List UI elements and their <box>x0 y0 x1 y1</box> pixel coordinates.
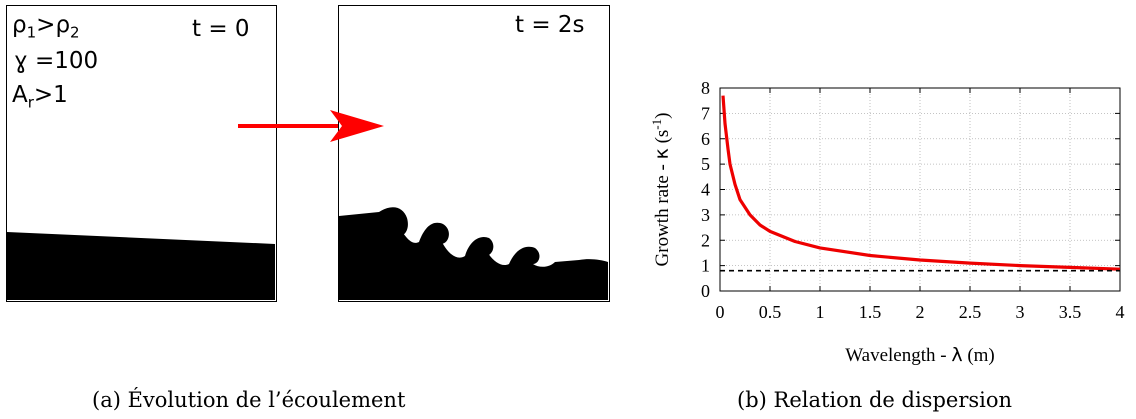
panel-t2 <box>338 5 610 302</box>
x-tick-label: 0.5 <box>759 302 782 322</box>
fluid-layer-t0 <box>7 232 275 300</box>
x-tick-label: 3.5 <box>1059 302 1082 322</box>
chart-ticks: 0 0.5 1 1.5 2 2.5 3 3.5 4 0 1 2 3 4 5 6 7 8 <box>701 78 1125 322</box>
heavy-fluid-t0 <box>7 232 275 300</box>
gamma-label: ɣ =100 <box>14 48 99 74</box>
y-tick-label: 0 <box>701 281 710 301</box>
atwood-label: Ar>1 <box>12 82 68 112</box>
x-tick-label: 4 <box>1116 302 1125 322</box>
chart-series <box>720 95 1121 272</box>
dispersion-chart: 0 0.5 1 1.5 2 2.5 3 3.5 4 0 1 2 3 4 5 6 7 8 Wavelength - … <box>649 78 1125 366</box>
density-label: ρ1>ρ2 <box>12 12 80 42</box>
y-tick-label: 1 <box>701 256 710 276</box>
growth-rate-curve <box>721 95 1121 271</box>
y-tick-label: 7 <box>701 103 710 123</box>
y-tick-label: 8 <box>701 78 710 98</box>
panel-t0 <box>6 5 277 302</box>
x-tick-label: 2.5 <box>959 302 982 322</box>
caption-right: (b) Relation de dispersion <box>737 388 1013 412</box>
x-tick-label: 2 <box>916 302 925 322</box>
heavy-fluid-t2 <box>339 207 608 300</box>
y-tick-label: 4 <box>701 180 710 200</box>
x-tick-label: 1 <box>816 302 825 322</box>
time-label-t2: t = 2s <box>515 12 585 38</box>
x-tick-label: 0 <box>716 302 725 322</box>
y-tick-label: 2 <box>701 230 710 250</box>
y-tick-label: 6 <box>701 129 710 149</box>
time-arrow <box>238 110 384 142</box>
y-axis-label: Growth rate - κ (s-1) <box>649 113 674 267</box>
time-label-t0: t = 0 <box>192 16 250 42</box>
arrow-head <box>330 110 384 142</box>
y-tick-label: 5 <box>701 154 710 174</box>
y-tick-label: 3 <box>701 205 710 225</box>
fluid-layer-t2 <box>339 207 608 300</box>
x-axis-label: Wavelength - λ (m) <box>845 344 995 366</box>
caption-left: (a) Évolution de l’écoulement <box>92 388 406 412</box>
x-tick-label: 1.5 <box>859 302 882 322</box>
x-tick-label: 3 <box>1016 302 1025 322</box>
